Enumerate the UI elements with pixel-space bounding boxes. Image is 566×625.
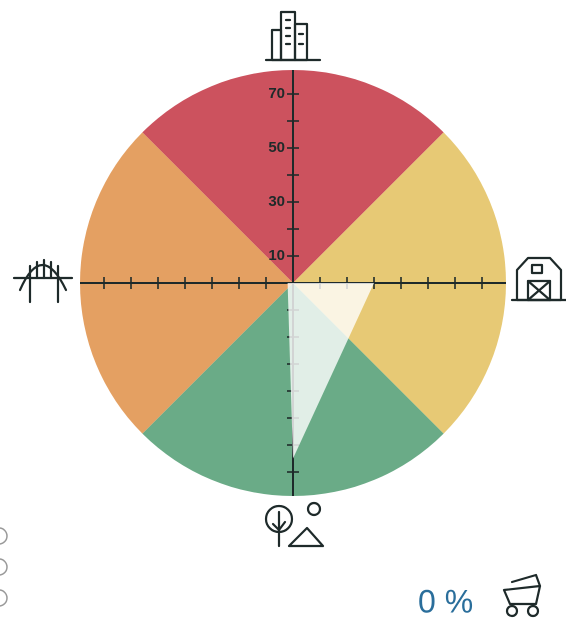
tick-labels: 10 30 50 70 — [268, 85, 285, 264]
city-icon — [264, 10, 322, 62]
y-tick-label: 70 — [268, 85, 285, 102]
nature-icon — [264, 501, 325, 548]
bridge-icon — [12, 258, 74, 304]
values-layer — [287, 283, 374, 459]
pager-dots — [0, 527, 8, 607]
value-polygon — [287, 283, 374, 459]
y-tick-label: 50 — [268, 139, 285, 156]
score-text: 0 % — [418, 583, 473, 619]
cart-icon — [502, 573, 542, 618]
y-tick-label: 10 — [268, 247, 285, 264]
farm-icon — [510, 256, 566, 302]
y-tick-label: 30 — [268, 193, 285, 210]
